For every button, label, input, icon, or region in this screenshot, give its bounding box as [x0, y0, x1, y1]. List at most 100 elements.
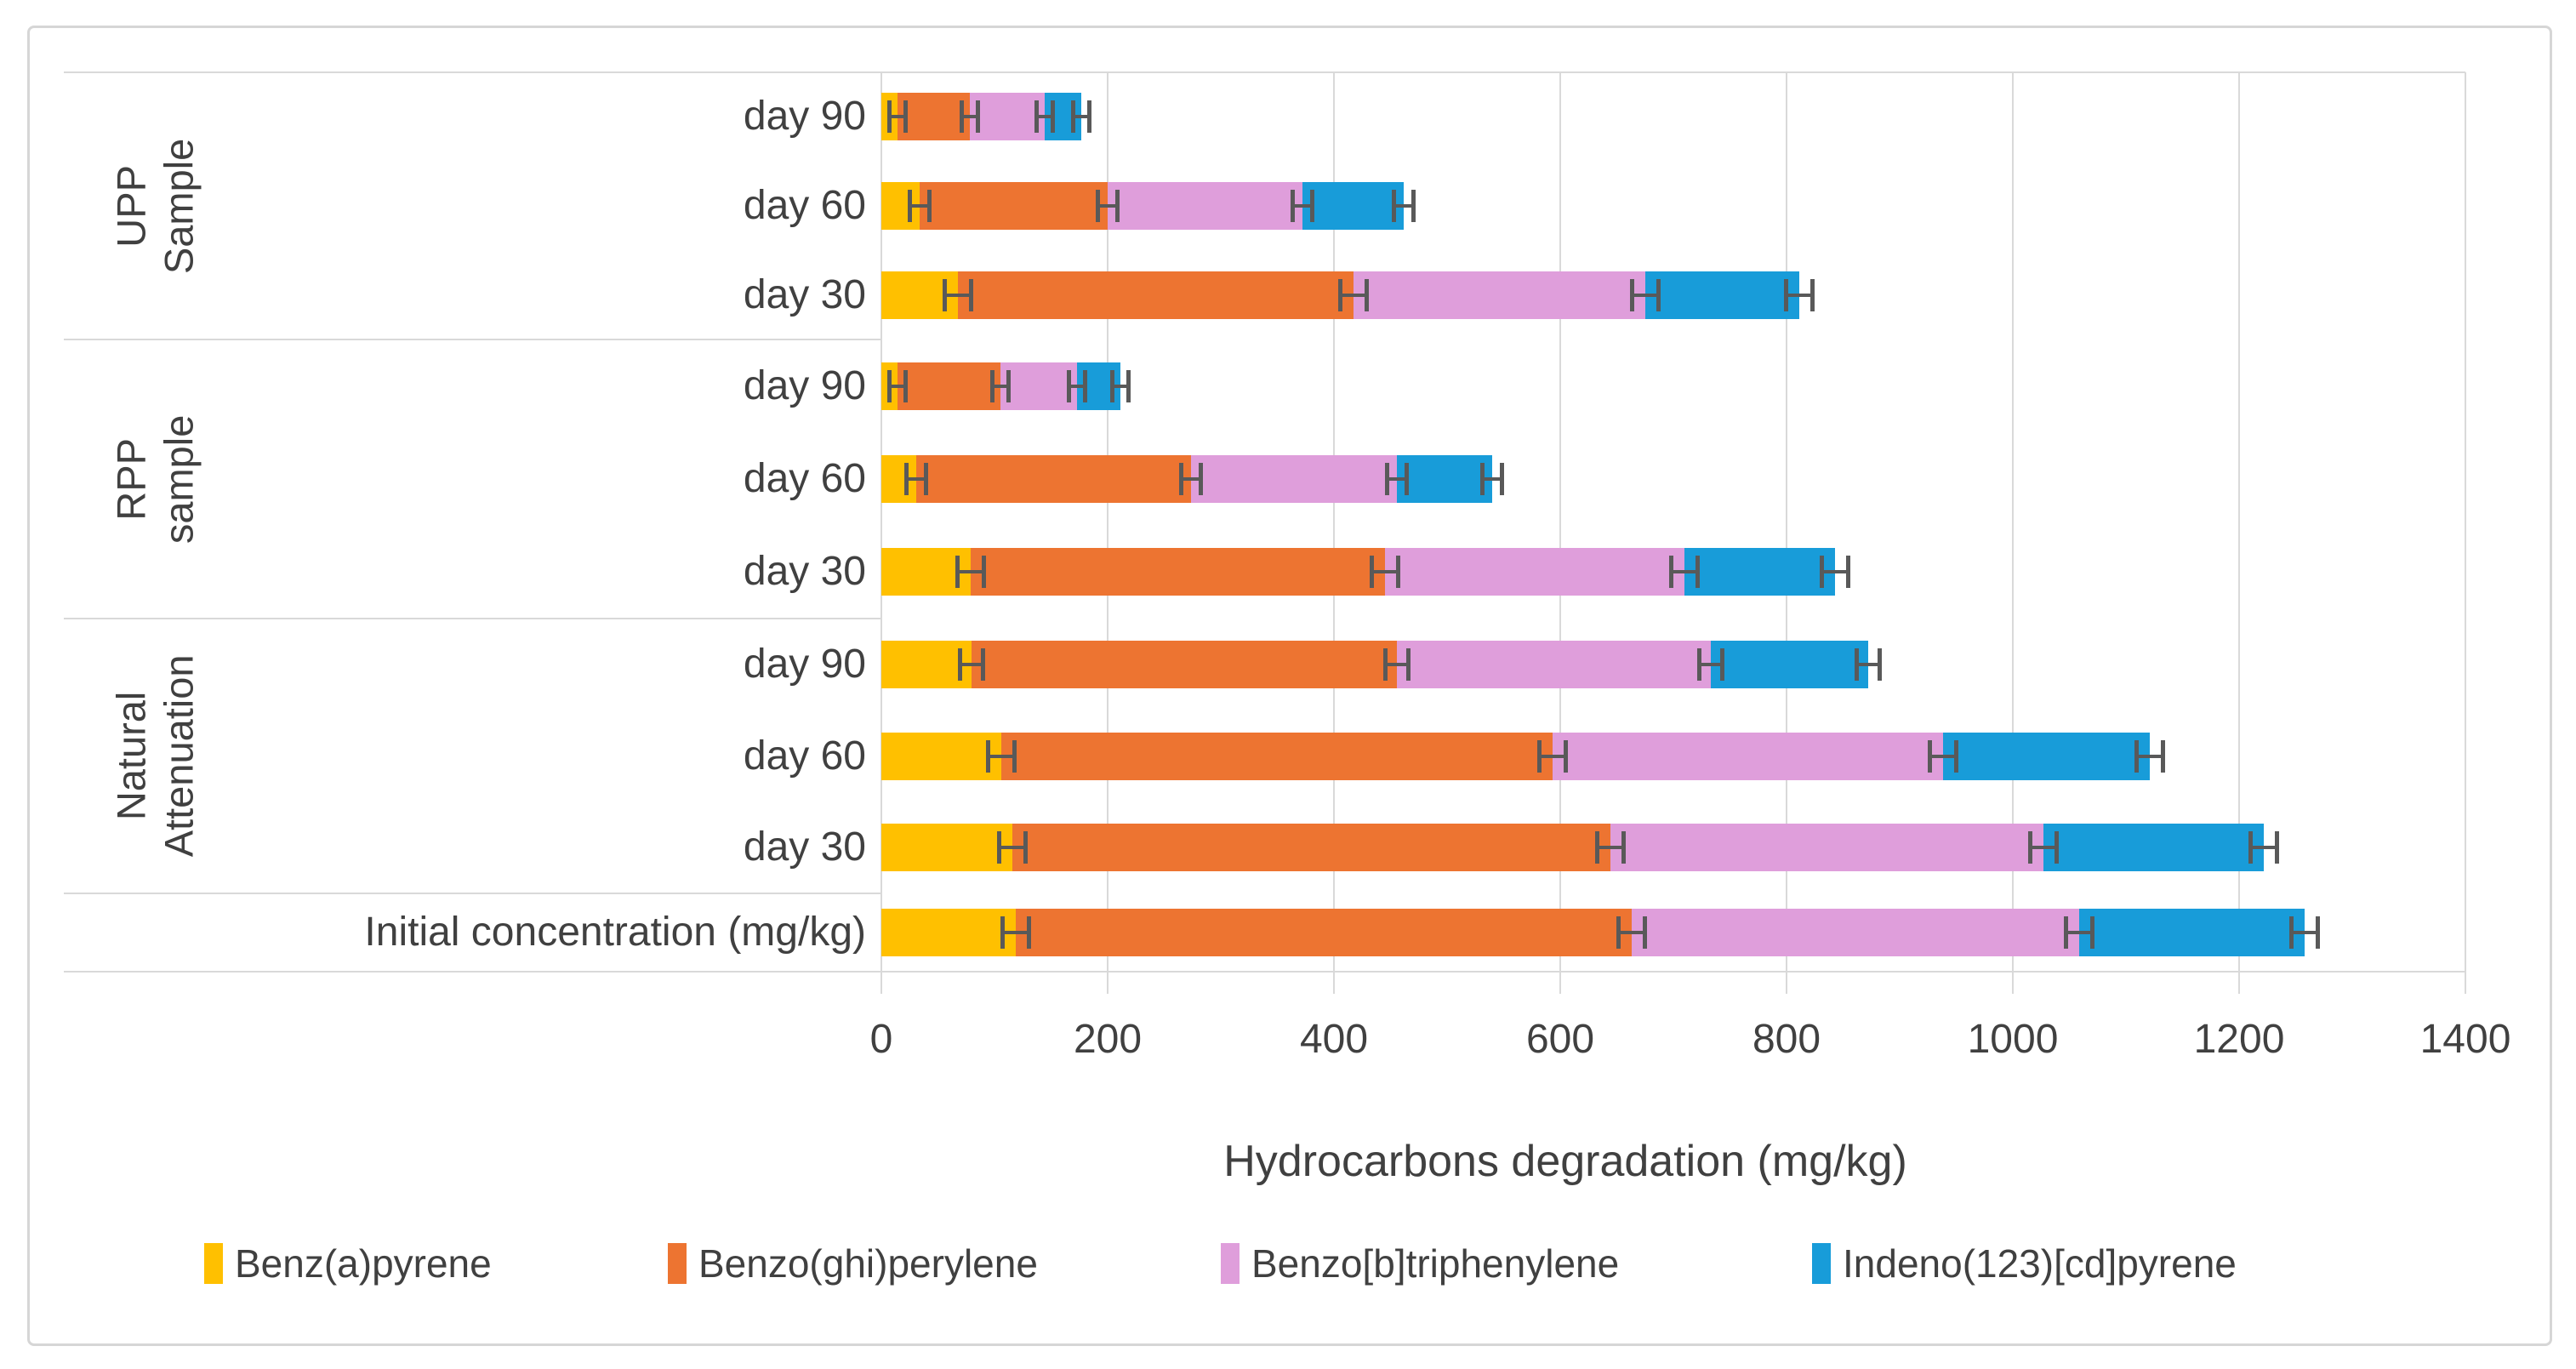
gridline — [2465, 72, 2466, 972]
error-bar-cap — [1115, 190, 1120, 222]
bar-segment — [897, 93, 970, 141]
error-bar-cap — [1809, 278, 1815, 311]
error-bar-cap — [1695, 556, 1701, 589]
error-bar-cap — [1656, 278, 1661, 311]
category-label: day 60 — [743, 183, 866, 228]
error-bar-cap — [1669, 556, 1674, 589]
error-bar-line — [960, 662, 984, 666]
error-bar-cap — [1012, 739, 1017, 773]
error-bar-cap — [1290, 190, 1295, 222]
error-bar-cap — [2316, 916, 2321, 949]
error-bar-line — [1596, 846, 1624, 850]
bar-segment — [1552, 732, 1943, 780]
bar-segment — [2043, 824, 2265, 872]
gridline — [1786, 72, 1787, 972]
error-bar-cap — [886, 369, 892, 402]
error-bar-line — [888, 384, 906, 388]
group-label-text: Natural Attenuation — [108, 654, 202, 858]
error-bar-line — [1073, 115, 1091, 119]
error-bar-cap — [908, 190, 913, 222]
gridline — [2012, 72, 2014, 972]
error-bar-line — [906, 477, 927, 481]
bar-segment — [971, 548, 1385, 596]
bar-segment — [1710, 640, 1868, 688]
error-bar-cap — [997, 831, 1002, 864]
legend-label: Benzo[b]triphenylene — [1251, 1241, 1620, 1286]
bar-segment — [1684, 548, 1836, 596]
error-bar-line — [1111, 384, 1129, 388]
bar-segment — [881, 640, 972, 688]
error-bar-cap — [1594, 831, 1599, 864]
error-bar-cap — [2248, 831, 2254, 864]
legend-item: Benz(a)pyrene — [204, 1241, 492, 1286]
gridline — [881, 72, 882, 972]
error-bar-line — [2135, 754, 2163, 758]
error-bar-line — [987, 754, 1015, 758]
legend-swatch-icon — [1221, 1243, 1240, 1284]
error-bar-cap — [1953, 739, 1958, 773]
bar-segment — [897, 362, 1000, 410]
error-bar-cap — [1405, 463, 1410, 495]
error-bar-line — [1387, 477, 1408, 481]
plot-border-line — [64, 71, 2465, 73]
error-bar-cap — [969, 278, 974, 311]
error-bar-cap — [1364, 278, 1369, 311]
error-bar-cap — [985, 739, 990, 773]
error-bar-cap — [1783, 278, 1788, 311]
group-label-text: UPP Sample — [108, 138, 202, 274]
x-tick-label: 800 — [1752, 1017, 1821, 1062]
error-bar-line — [1002, 931, 1030, 934]
group-label-rpp-sample: RPP sample — [64, 339, 248, 619]
axis-tick — [1786, 972, 1787, 994]
bar-segment — [1191, 455, 1398, 503]
x-axis-title: Hydrocarbons degradation (mg/kg) — [1223, 1137, 1907, 1186]
category-label: day 90 — [743, 94, 866, 140]
category-label: day 60 — [743, 733, 866, 779]
gridline — [1333, 72, 1335, 972]
x-tick-label: 600 — [1525, 1017, 1595, 1062]
error-bar-cap — [1629, 278, 1634, 311]
group-label-natural-attenuation: Natural Attenuation — [64, 619, 248, 893]
error-bar-cap — [1369, 556, 1374, 589]
group-separator-line — [64, 893, 881, 894]
error-bar-cap — [2275, 831, 2280, 864]
group-separator-line — [64, 339, 881, 340]
error-bar-line — [960, 115, 978, 119]
bar-segment — [1397, 640, 1711, 688]
category-label: day 30 — [743, 549, 866, 595]
error-bar-cap — [2160, 739, 2165, 773]
bar-segment — [958, 271, 1354, 319]
error-bar-line — [1069, 384, 1086, 388]
error-bar-cap — [1087, 100, 1092, 134]
x-tick-label: 400 — [1299, 1017, 1369, 1062]
error-bar-line — [2291, 931, 2319, 934]
axis-tick — [1333, 972, 1335, 994]
error-bar-cap — [903, 100, 908, 134]
gridline — [1107, 72, 1108, 972]
error-bar-cap — [1621, 831, 1626, 864]
error-bar-line — [1617, 931, 1645, 934]
error-bar-cap — [2134, 739, 2139, 773]
error-bar-cap — [2090, 916, 2095, 949]
error-bar-cap — [1392, 190, 1397, 222]
error-bar-line — [1097, 204, 1118, 208]
x-tick-label: 0 — [869, 1017, 893, 1062]
error-bar-cap — [1067, 369, 1072, 402]
error-bar-cap — [989, 369, 994, 402]
category-label: day 60 — [743, 456, 866, 501]
bar-segment — [1942, 732, 2150, 780]
gridline — [2238, 72, 2240, 972]
error-bar-cap — [1854, 647, 1859, 681]
error-bar-cap — [1395, 556, 1400, 589]
bar-segment — [1016, 909, 1632, 956]
error-bar-line — [999, 846, 1027, 850]
error-bar-cap — [1006, 369, 1011, 402]
legend-item: Indeno(123)[cd]pyrene — [1812, 1241, 2237, 1286]
bar-segment — [1302, 182, 1405, 230]
error-bar-cap — [1642, 916, 1647, 949]
bar-segment — [1000, 732, 1553, 780]
error-bar-cap — [2064, 916, 2069, 949]
bar-segment — [1000, 362, 1078, 410]
axis-tick — [1107, 972, 1108, 994]
error-bar-cap — [1406, 647, 1411, 681]
